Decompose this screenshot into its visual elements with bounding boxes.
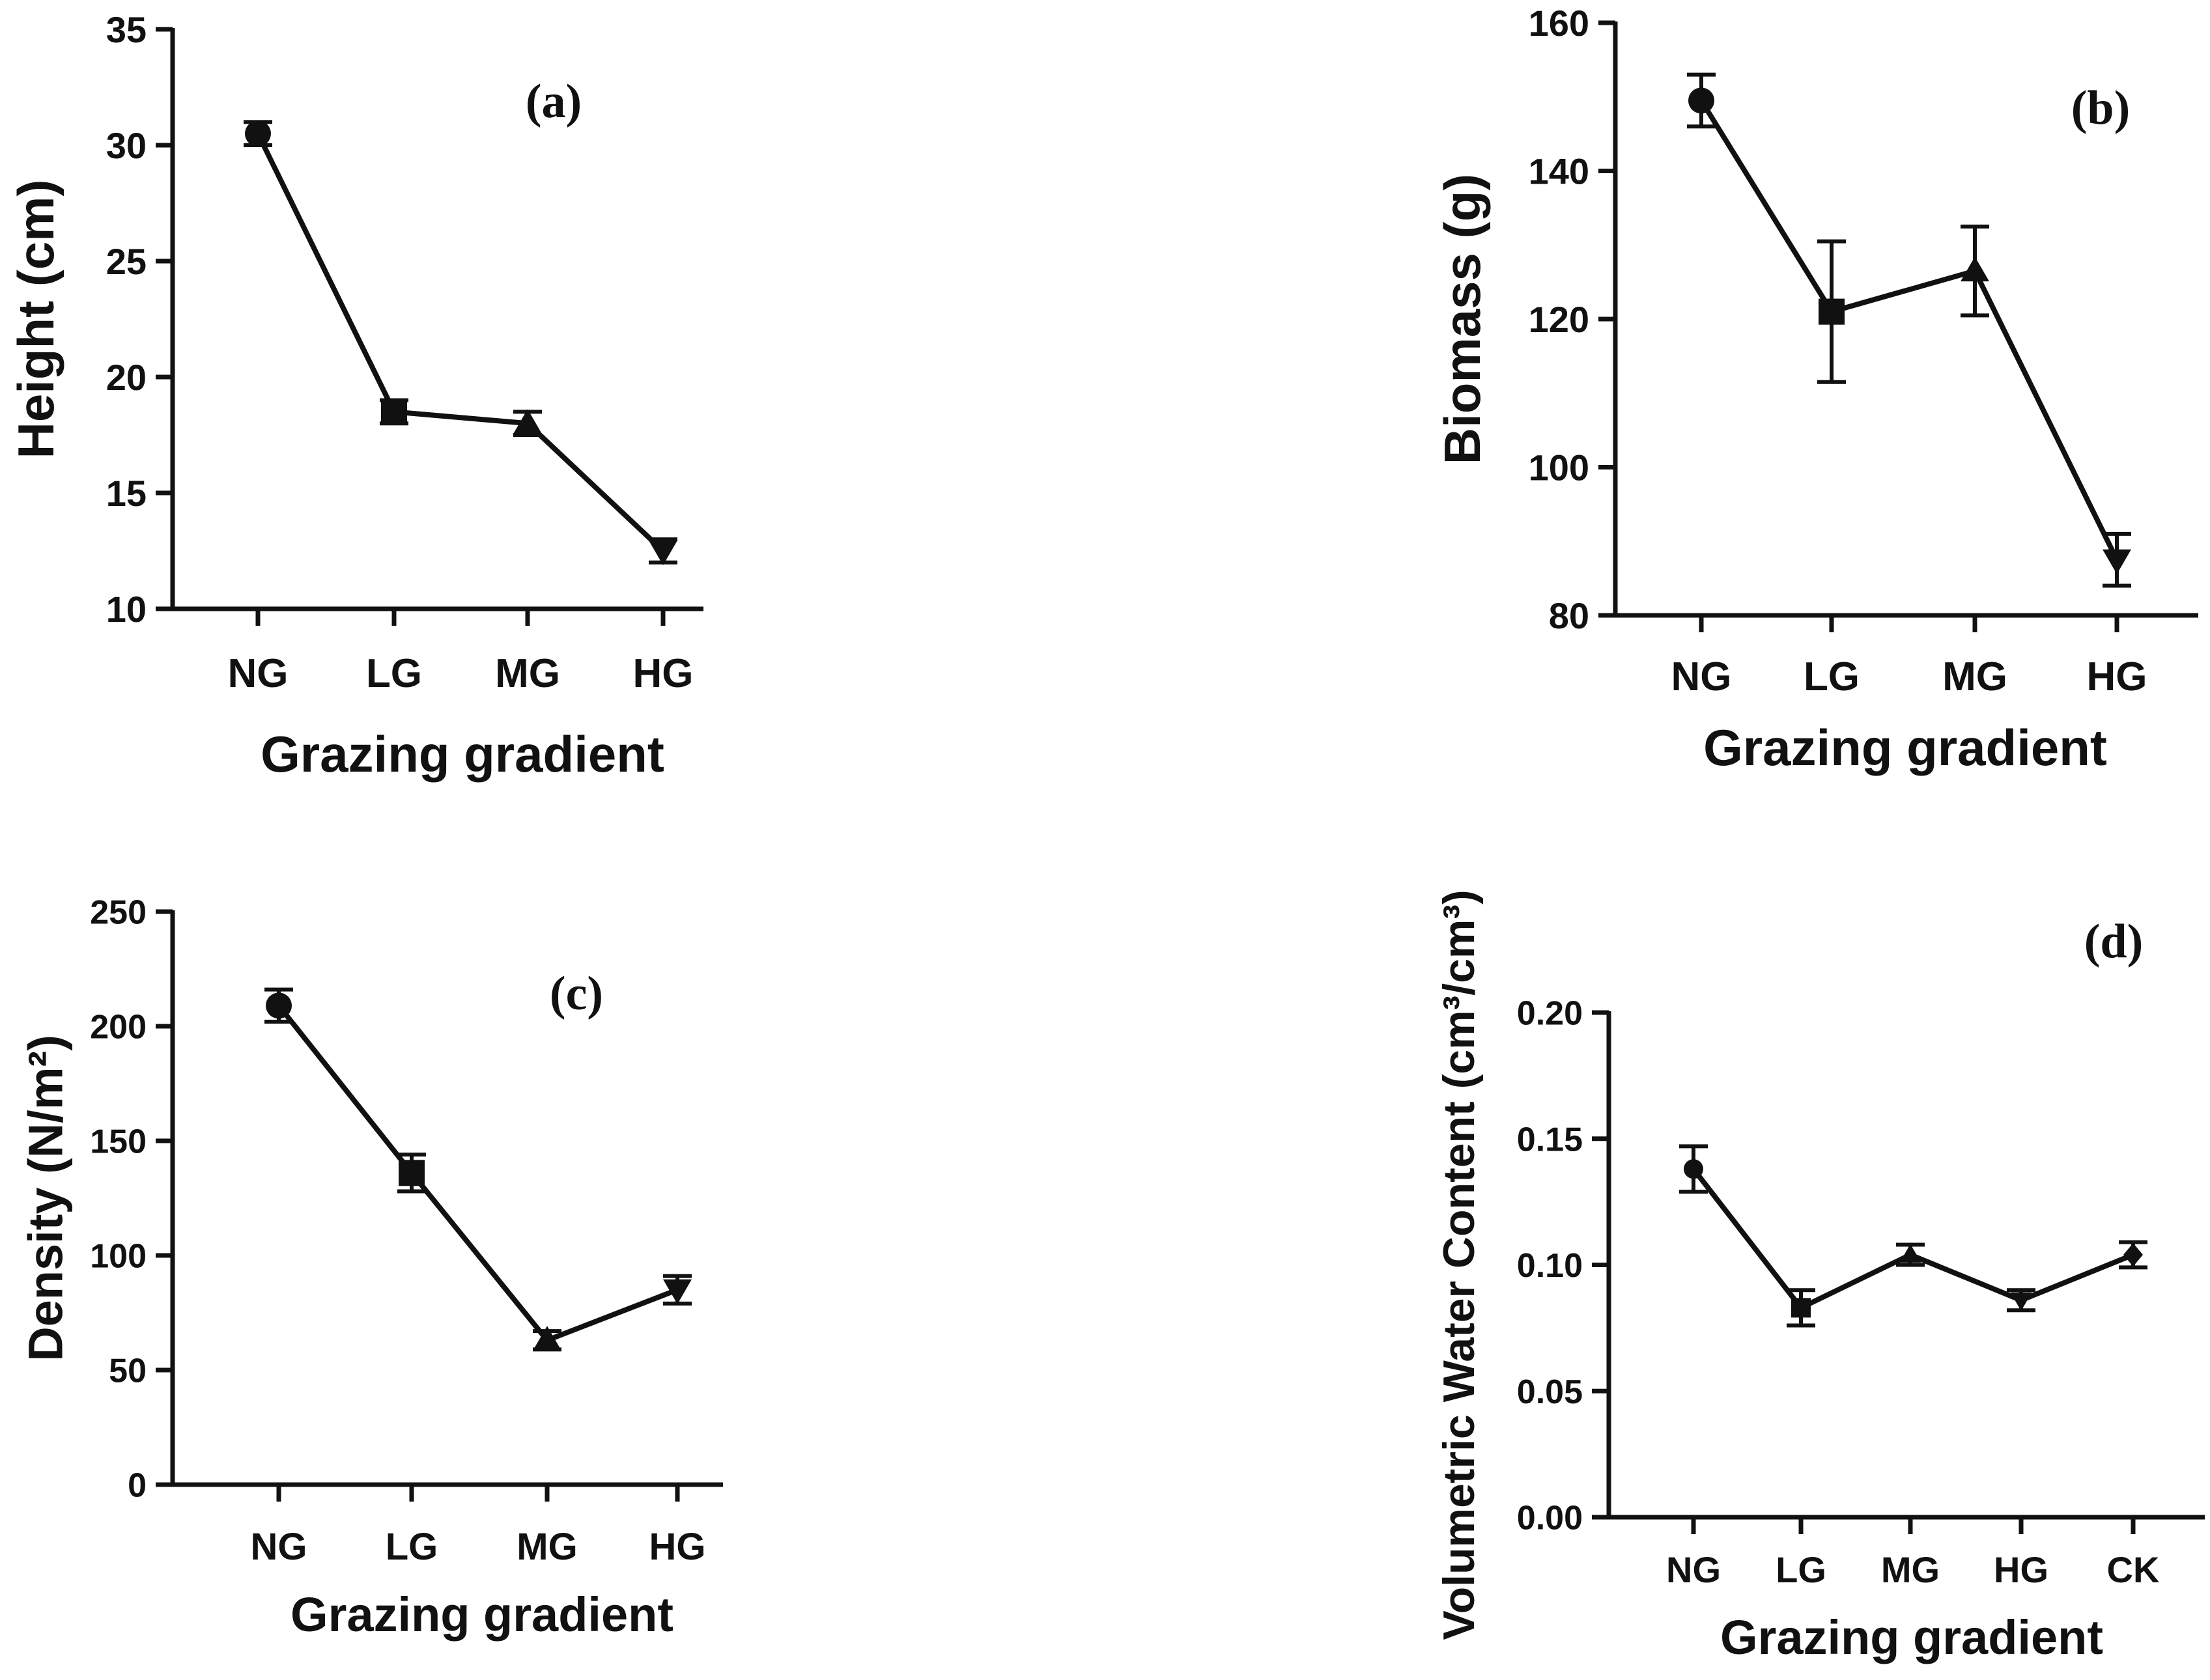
series-line: [1691, 1167, 2134, 1311]
y-tick-label: 150: [90, 1123, 147, 1161]
data-point-mg: [1961, 257, 1989, 282]
data-point-lg: [399, 1160, 425, 1186]
data-point-lg: [1819, 298, 1845, 325]
data-point-mg: [513, 409, 542, 434]
x-tick-label: LG: [1804, 654, 1860, 699]
chart-panel-a: 10 15 20 25 30 35 NG LG MG HG Grazing gradient Heig…: [7, 9, 703, 783]
data-point-lg: [1791, 1298, 1811, 1318]
y-tick-label: 100: [90, 1238, 147, 1276]
y-tick-label: 200: [90, 1009, 147, 1046]
y-tick-label: 0.00: [1517, 1500, 1583, 1537]
y-tick-label: 0.10: [1517, 1247, 1583, 1285]
data-point-hg: [663, 1279, 692, 1304]
data-point-ng: [245, 120, 271, 147]
y-axis-title: Height (cm): [7, 180, 64, 459]
series-line: [255, 132, 665, 553]
x-axis-title: Grazing gradient: [1720, 1610, 2103, 1664]
x-tick-label: MG: [1942, 654, 2007, 699]
x-axis-title: Grazing gradient: [261, 725, 664, 783]
y-tick-label: 80: [1549, 595, 1589, 636]
y-tick-label: 100: [1529, 447, 1589, 488]
y-tick-label: 160: [1529, 3, 1589, 44]
panel-label: (b): [2071, 81, 2130, 135]
x-axis-title: Grazing gradient: [1703, 719, 2107, 776]
x-tick-label: MG: [495, 651, 560, 696]
data-point-hg: [2103, 549, 2131, 574]
data-point-ck: [2123, 1243, 2143, 1267]
x-tick-label: HG: [1994, 1549, 2048, 1590]
x-tick-label: NG: [1666, 1549, 1721, 1590]
x-tick-label: HG: [649, 1526, 706, 1568]
x-tick-label: LG: [366, 651, 422, 696]
y-tick-label: 15: [106, 473, 147, 514]
x-tick-label: MG: [517, 1526, 577, 1568]
y-tick-label: 0.20: [1517, 995, 1583, 1033]
x-tick-label: NG: [251, 1526, 307, 1568]
y-tick-label: 250: [90, 894, 147, 932]
panel-label: (a): [526, 75, 582, 128]
x-tick-label: CK: [2107, 1549, 2160, 1590]
chart-panel-c: 0 50 100 150 200 250 NG LG MG HG Grazing gradient D…: [19, 894, 723, 1642]
panel-label: (c): [550, 967, 603, 1020]
y-tick-label: 30: [106, 125, 147, 166]
x-tick-label: NG: [1671, 654, 1732, 699]
data-point-ng: [1688, 87, 1714, 114]
data-point-mg: [533, 1326, 561, 1351]
x-tick-label: LG: [386, 1526, 438, 1568]
x-tick-label: HG: [2087, 654, 2147, 699]
x-tick-label: LG: [1776, 1549, 1826, 1590]
y-tick-label: 0.15: [1517, 1121, 1583, 1158]
data-point-ng: [1684, 1159, 1703, 1179]
chart-panel-b: 80 100 120 140 160 NG LG MG HG Grazing gradient Bi…: [1434, 3, 2198, 776]
y-tick-label: 120: [1529, 299, 1589, 340]
y-tick-label: 25: [106, 241, 147, 282]
y-axis-title: Density (N/m²): [19, 1035, 73, 1362]
data-point-hg: [649, 540, 677, 565]
panel-label: (d): [2084, 915, 2143, 968]
x-axis-title: Grazing gradient: [290, 1588, 673, 1642]
y-tick-label: 50: [109, 1352, 147, 1390]
y-tick-label: 20: [106, 357, 147, 398]
y-tick-label: 0.05: [1517, 1373, 1583, 1411]
y-tick-label: 140: [1529, 151, 1589, 192]
series-line: [276, 1003, 679, 1343]
y-tick-label: 35: [106, 9, 147, 50]
y-tick-label: 10: [106, 589, 147, 630]
data-point-lg: [381, 399, 407, 425]
y-axis-title: Volumetric Water Content (cm³/cm³): [1434, 889, 1484, 1640]
x-tick-label: HG: [633, 651, 694, 696]
x-tick-label: NG: [228, 651, 289, 696]
y-tick-label: 0: [128, 1467, 147, 1505]
data-point-hg: [2010, 1292, 2032, 1311]
series-line: [1699, 99, 2119, 561]
data-point-ng: [266, 992, 292, 1019]
data-point-mg: [1899, 1244, 1921, 1263]
y-axis-title: Biomass (g): [1434, 174, 1491, 464]
x-tick-label: MG: [1881, 1549, 1940, 1590]
